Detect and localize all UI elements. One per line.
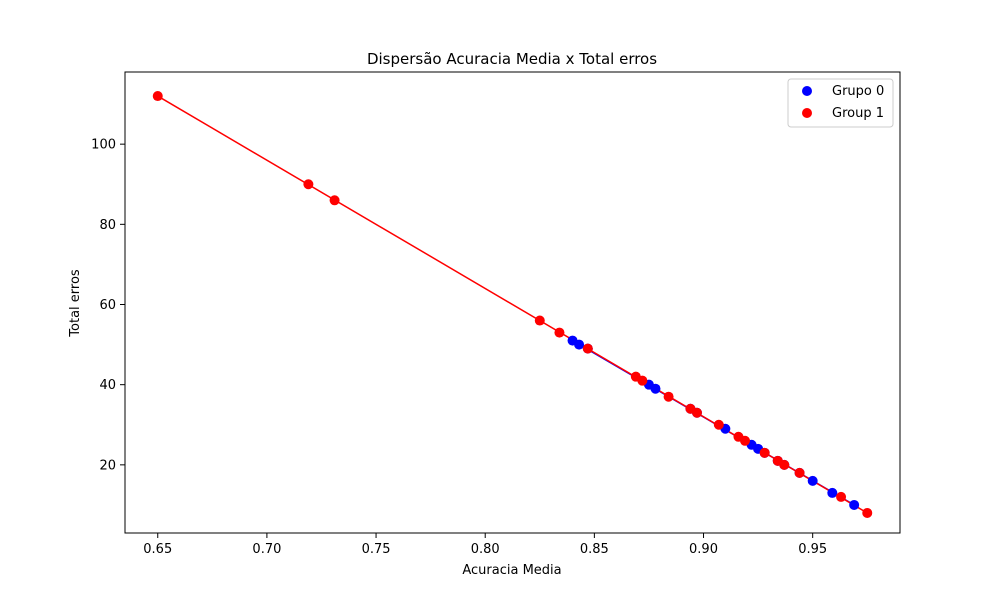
- x-tick-label: 0.70: [252, 542, 281, 557]
- x-axis-label: Acuracia Media: [462, 563, 561, 578]
- point-series-1-14: [759, 447, 770, 458]
- point-series-1-10: [691, 407, 702, 418]
- point-series-1-4: [554, 327, 565, 338]
- y-axis-label: Total erros: [68, 269, 83, 338]
- legend: Grupo 0 Group 1: [787, 78, 894, 128]
- point-series-1-17: [794, 467, 805, 478]
- y-tick-label: 20: [99, 458, 116, 473]
- x-tick-label: 0.75: [362, 542, 391, 557]
- x-axis-ticks: 0.65 0.70 0.75 0.80 0.85 0.90 0.95: [143, 533, 827, 557]
- point-series-0-15: [827, 487, 838, 498]
- legend-marker-grupo-0: [802, 86, 812, 96]
- point-series-1-3: [534, 315, 545, 326]
- point-series-0-4: [650, 383, 661, 394]
- point-series-1-8: [663, 391, 674, 402]
- x-tick-label: 0.65: [143, 542, 172, 557]
- point-series-1-1: [303, 179, 314, 190]
- point-series-1-5: [582, 343, 593, 354]
- point-series-1-19: [862, 507, 873, 518]
- x-tick-label: 0.90: [689, 542, 718, 557]
- point-series-1-16: [779, 459, 790, 470]
- point-series-1-7: [637, 375, 648, 386]
- point-series-1-18: [836, 491, 847, 502]
- plot-frame: [124, 71, 901, 534]
- y-tick-label: 40: [99, 378, 116, 393]
- point-series-1-11: [713, 419, 724, 430]
- point-series-0-1: [574, 339, 585, 350]
- x-tick-label: 0.95: [798, 542, 827, 557]
- y-tick-label: 100: [91, 138, 116, 153]
- legend-box: [787, 78, 894, 128]
- x-tick-label: 0.80: [471, 542, 500, 557]
- legend-label-grupo-0: Grupo 0: [832, 84, 884, 99]
- point-series-1-0: [152, 91, 163, 102]
- y-tick-label: 80: [99, 218, 116, 233]
- point-series-1-2: [329, 195, 340, 206]
- chart-title: Dispersão Acuracia Media x Total erros: [367, 50, 657, 68]
- point-series-1-13: [740, 435, 750, 446]
- point-series-0-14: [807, 475, 818, 486]
- y-tick-label: 60: [99, 298, 116, 313]
- legend-marker-group-1: [802, 108, 812, 118]
- y-axis-ticks: 20 40 60 80 100: [91, 138, 125, 473]
- data-points: [152, 91, 873, 518]
- x-tick-label: 0.85: [580, 542, 609, 557]
- legend-label-group-1: Group 1: [832, 106, 884, 121]
- point-series-0-16: [849, 499, 860, 510]
